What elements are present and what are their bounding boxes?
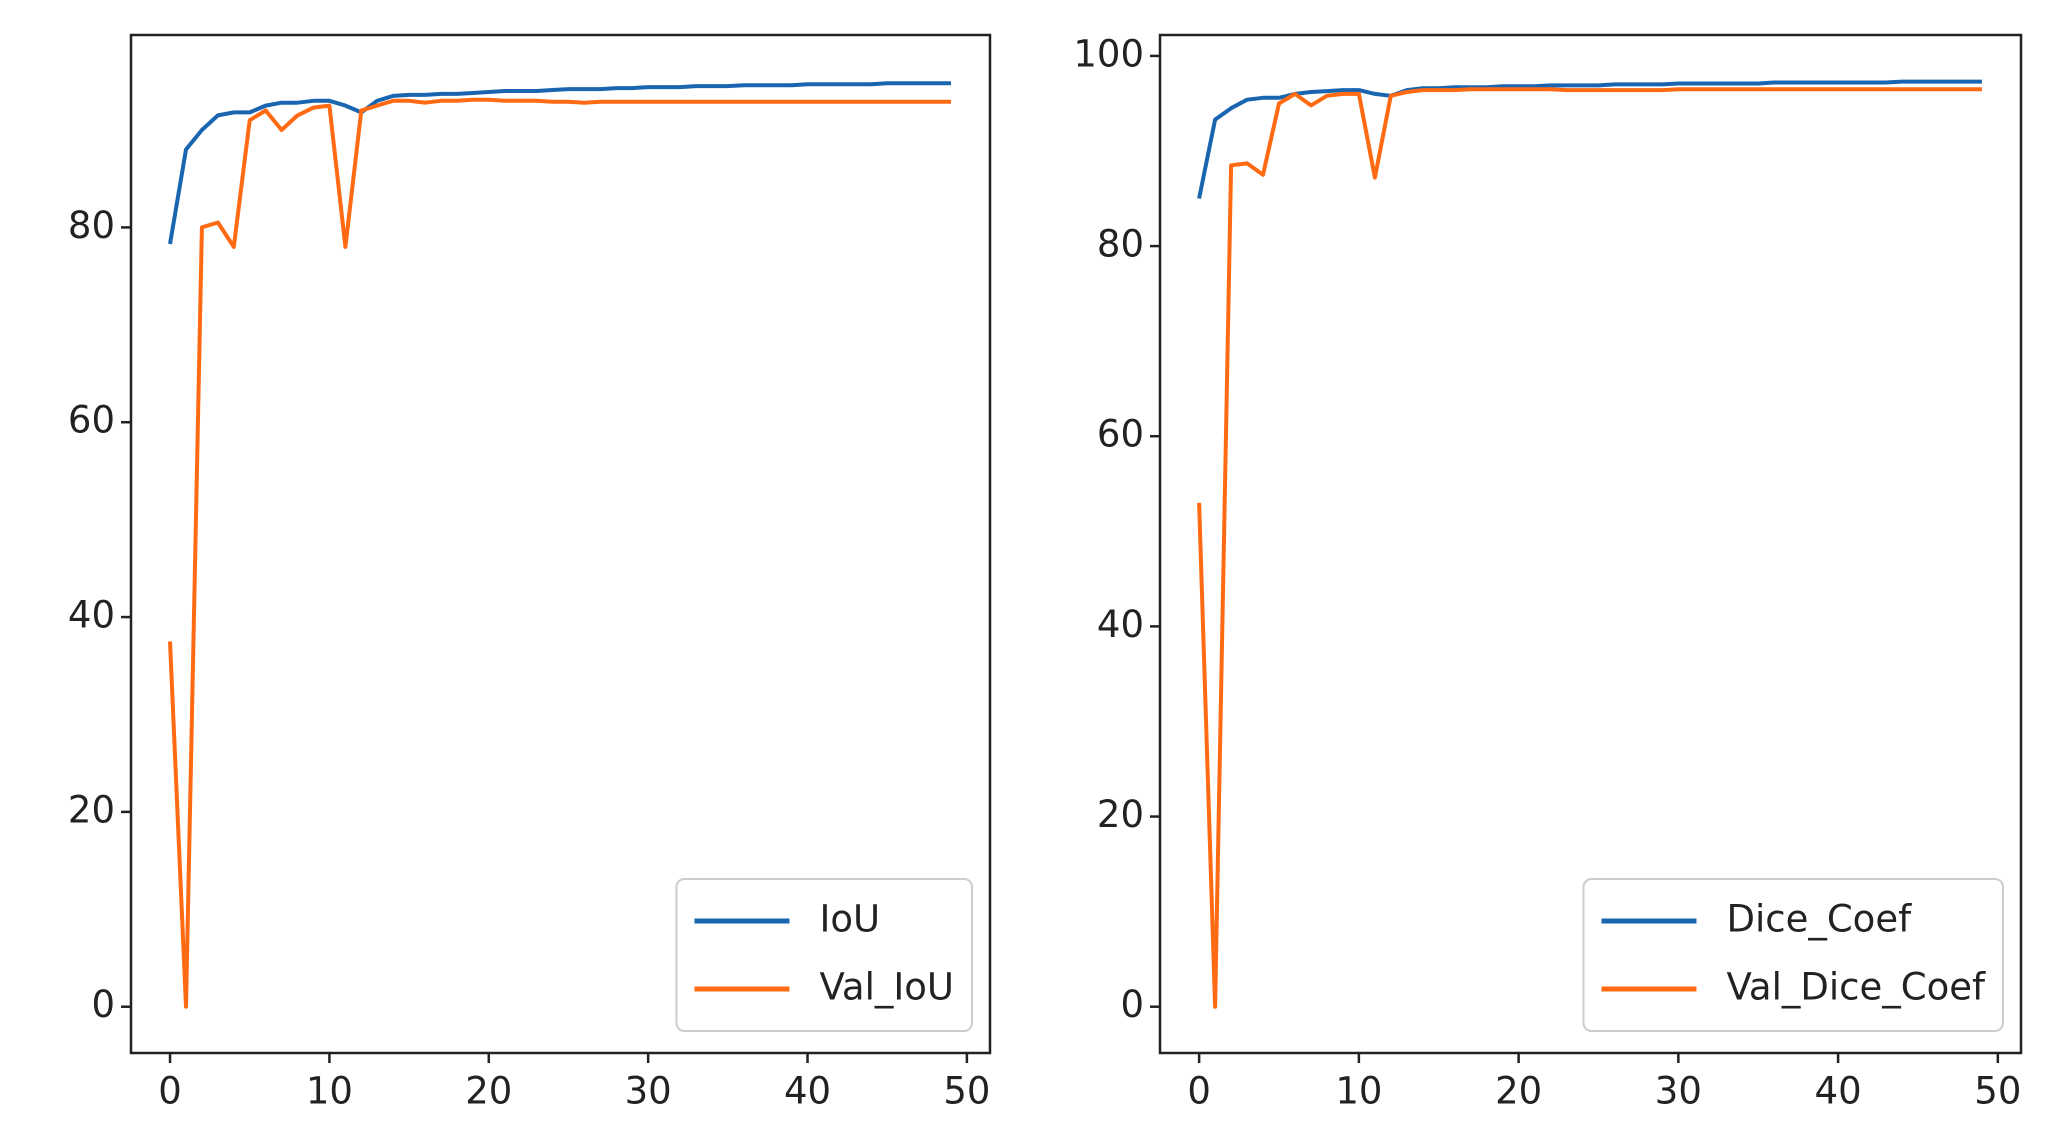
x-tick-label: 0 bbox=[158, 1070, 182, 1113]
x-tick-label: 50 bbox=[943, 1070, 990, 1113]
axes-frame bbox=[1158, 33, 2023, 1055]
x-tick-label: 0 bbox=[1187, 1070, 1211, 1113]
series-line bbox=[1197, 79, 1982, 199]
series-line bbox=[168, 81, 951, 245]
legend-label: Val_IoU bbox=[819, 966, 954, 1009]
legend-label: Dice_Coef bbox=[1726, 898, 1912, 941]
y-tick-label: 60 bbox=[1097, 413, 1144, 456]
series-line bbox=[1197, 87, 1982, 1009]
y-tick-label: 0 bbox=[91, 983, 115, 1026]
x-tick-label: 20 bbox=[1495, 1070, 1542, 1113]
axes-frame bbox=[129, 33, 992, 1055]
x-tick-label: 40 bbox=[1815, 1070, 1862, 1113]
y-tick-label: 40 bbox=[1097, 603, 1144, 646]
x-tick-label: 40 bbox=[784, 1070, 831, 1113]
x-tick-label: 30 bbox=[1655, 1070, 1702, 1113]
x-tick-label: 10 bbox=[1335, 1070, 1382, 1113]
legend-label: IoU bbox=[819, 898, 880, 941]
y-tick-label: 80 bbox=[1097, 223, 1144, 266]
y-tick-label: 20 bbox=[68, 788, 115, 831]
y-tick-label: 60 bbox=[68, 399, 115, 442]
x-tick-label: 50 bbox=[1974, 1070, 2021, 1113]
x-tick-label: 20 bbox=[465, 1070, 512, 1113]
y-tick-label: 0 bbox=[1120, 983, 1144, 1026]
y-tick-label: 100 bbox=[1073, 32, 1144, 75]
y-tick-label: 80 bbox=[68, 204, 115, 247]
series-line bbox=[168, 97, 951, 1009]
legend-label: Val_Dice_Coef bbox=[1726, 966, 1986, 1009]
legend-box bbox=[675, 878, 973, 1032]
y-tick-label: 20 bbox=[1097, 793, 1144, 836]
x-tick-label: 10 bbox=[306, 1070, 353, 1113]
y-tick-label: 40 bbox=[68, 594, 115, 637]
legend-box bbox=[1582, 878, 2004, 1032]
x-tick-label: 30 bbox=[625, 1070, 672, 1113]
